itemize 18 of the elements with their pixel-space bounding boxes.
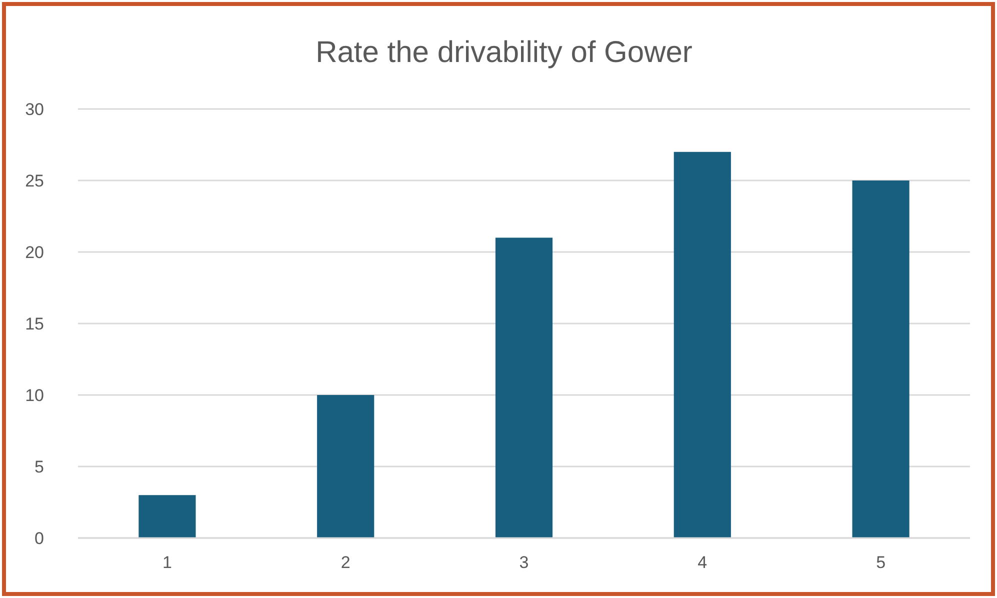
y-tick-label: 30 [25, 100, 44, 119]
y-tick-label: 5 [34, 457, 44, 476]
bar [138, 495, 196, 538]
bar [674, 152, 731, 538]
x-tick-label: 3 [519, 553, 529, 572]
y-tick-label: 15 [25, 314, 44, 334]
x-tick-label: 5 [876, 553, 886, 572]
x-tick-label: 1 [162, 553, 172, 572]
x-tick-label: 2 [340, 553, 350, 572]
bar [317, 395, 374, 538]
x-tick-label: 4 [698, 553, 708, 572]
y-tick-label: 25 [25, 171, 44, 190]
bar [852, 180, 910, 538]
y-tick-label: 20 [25, 242, 44, 262]
y-tick-label: 10 [25, 386, 44, 405]
bar [495, 238, 553, 538]
y-tick-label: 0 [34, 528, 44, 548]
chart-title: Rate the drivability of Gower [316, 36, 692, 69]
